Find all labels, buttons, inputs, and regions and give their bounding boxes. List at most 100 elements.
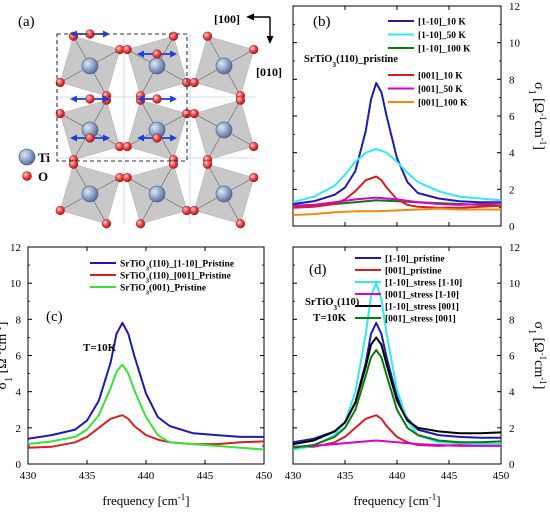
y-tick-label: 4: [509, 148, 515, 160]
y-tick-label: 10: [10, 278, 22, 290]
x-axis-label: frequency [cm-1]: [102, 492, 189, 508]
direction-arrows: [252, 16, 271, 38]
displacement-arrowhead: [103, 95, 110, 103]
x-tick-label: 440: [389, 470, 406, 482]
chart-panel-d: 0 2 4 6 8 10 12 430 435 440 445 450 (d) SrTiO3(110)T=…: [285, 242, 548, 508]
series-line: [28, 321, 264, 440]
plot-area: [27, 246, 265, 465]
y-tick-label: 4: [16, 387, 22, 399]
series-lines: [293, 282, 501, 451]
displacement-arrowhead: [170, 50, 177, 58]
legend-label: [1-10]_100 K: [418, 45, 471, 55]
o-atom: [55, 108, 65, 119]
legend-label: [001]_pristine: [385, 267, 441, 277]
o-atom: [68, 159, 79, 169]
chart-annotation: T=10K: [83, 342, 117, 354]
y-tick-label: 0: [509, 221, 515, 233]
x-tick-label: 435: [79, 470, 96, 482]
y-tick-label: 12: [509, 1, 520, 13]
o-atom: [122, 141, 132, 152]
o-atom: [249, 44, 259, 55]
x-tick-label: 445: [197, 470, 214, 482]
x-tick-label: 450: [493, 470, 510, 482]
displacement-arrowhead: [103, 134, 110, 142]
o-atom: [235, 219, 246, 229]
o-atom: [152, 94, 162, 104]
displacement-arrowhead: [137, 134, 144, 142]
y-tick-label: 6: [509, 111, 515, 123]
legend-label: [1-10]_10 K: [418, 18, 466, 28]
x-tick-label: 440: [138, 470, 155, 482]
o-atom: [189, 108, 199, 119]
y-tick-label: 12: [509, 242, 520, 254]
o-atom: [122, 172, 132, 183]
series-line: [293, 336, 501, 446]
arrow-100-head: [246, 13, 254, 21]
panel-label: (c): [46, 309, 63, 325]
o-atom: [202, 159, 213, 169]
o-legend-icon: [22, 171, 32, 181]
displacement-arrows: [70, 29, 177, 143]
series-line: [293, 82, 501, 205]
y-tick-label: 2: [16, 423, 22, 435]
chart-annotation: T=10K: [313, 312, 347, 324]
atoms: [55, 31, 259, 229]
o-atom: [235, 95, 246, 105]
ti-atom: [81, 57, 99, 75]
ti-legend-label: Ti: [38, 150, 50, 165]
displacement-arrowhead: [137, 95, 144, 103]
o-atom: [189, 205, 199, 216]
o-atom: [168, 159, 179, 169]
y-tick-label: 8: [16, 314, 22, 326]
legend-label: [1-10]_50 K: [418, 31, 466, 41]
legend-label: [001]_stress [1-10]: [385, 291, 459, 301]
legend-label: [1-10]_stress [1-10]: [385, 279, 462, 289]
ti-legend-icon: [18, 148, 36, 166]
o-atom: [101, 219, 112, 229]
series-line: [28, 363, 264, 451]
displacement-arrowhead: [70, 95, 77, 103]
o-atom: [189, 77, 199, 88]
series-line: [293, 207, 501, 216]
ti-atom: [215, 185, 233, 203]
displacement-arrowhead: [137, 50, 144, 58]
legend-label: [001]_50 K: [418, 85, 463, 95]
ti-atom: [81, 185, 99, 203]
x-tick-label: 450: [256, 470, 273, 482]
ti-atom: [215, 121, 233, 139]
o-atom: [122, 44, 132, 55]
y-axis-label: σ1 [Ω-1cm-1]: [527, 322, 549, 390]
legend-label: [1-10]_pristine: [385, 255, 445, 265]
o-atom: [135, 219, 146, 229]
legend-label: [001]_stress [001]: [385, 315, 456, 325]
series-line: [293, 439, 501, 448]
y-tick-label: 4: [509, 387, 515, 399]
x-tick-label: 430: [20, 470, 37, 482]
displacement-arrowhead: [170, 134, 177, 142]
series-lines: [28, 321, 264, 451]
panel-label: (d): [309, 262, 327, 278]
legend-label: SrTiO3(001)_Pristine: [120, 283, 206, 297]
y-tick-label: 10: [509, 278, 521, 290]
ti-atom: [215, 57, 233, 75]
legend-label: SrTiO3(110)_[001]_Pristine: [120, 271, 231, 285]
o-atom: [202, 31, 213, 41]
x-tick-label: 435: [337, 470, 354, 482]
o-atom: [55, 77, 65, 88]
o-atom: [85, 133, 95, 143]
y-tick-label: 10: [509, 38, 521, 50]
y-tick-label: 2: [509, 423, 515, 435]
legend-label: SrTiO3(110)_[1-10]_Pristine: [120, 259, 234, 273]
ti-atom: [148, 57, 166, 75]
plot-area: [292, 5, 502, 227]
y-tick-label: 8: [509, 314, 515, 326]
y-tick-label: 12: [10, 242, 21, 254]
legend-label: [001]_100 K: [418, 99, 468, 109]
series-line: [293, 148, 501, 204]
y-tick-label: 0: [509, 459, 515, 471]
y-axis-label: σ1 [Ω-1cm-1]: [0, 322, 15, 390]
y-tick-label: 2: [509, 184, 515, 196]
unit-cell-box: [56, 33, 188, 162]
chart-annotation: SrTiO3(110): [305, 297, 360, 312]
chart-panel-c: 0 2 4 6 8 10 12 430 435 440 445 450 (c) T=10K SrTiO3(1…: [0, 242, 273, 508]
